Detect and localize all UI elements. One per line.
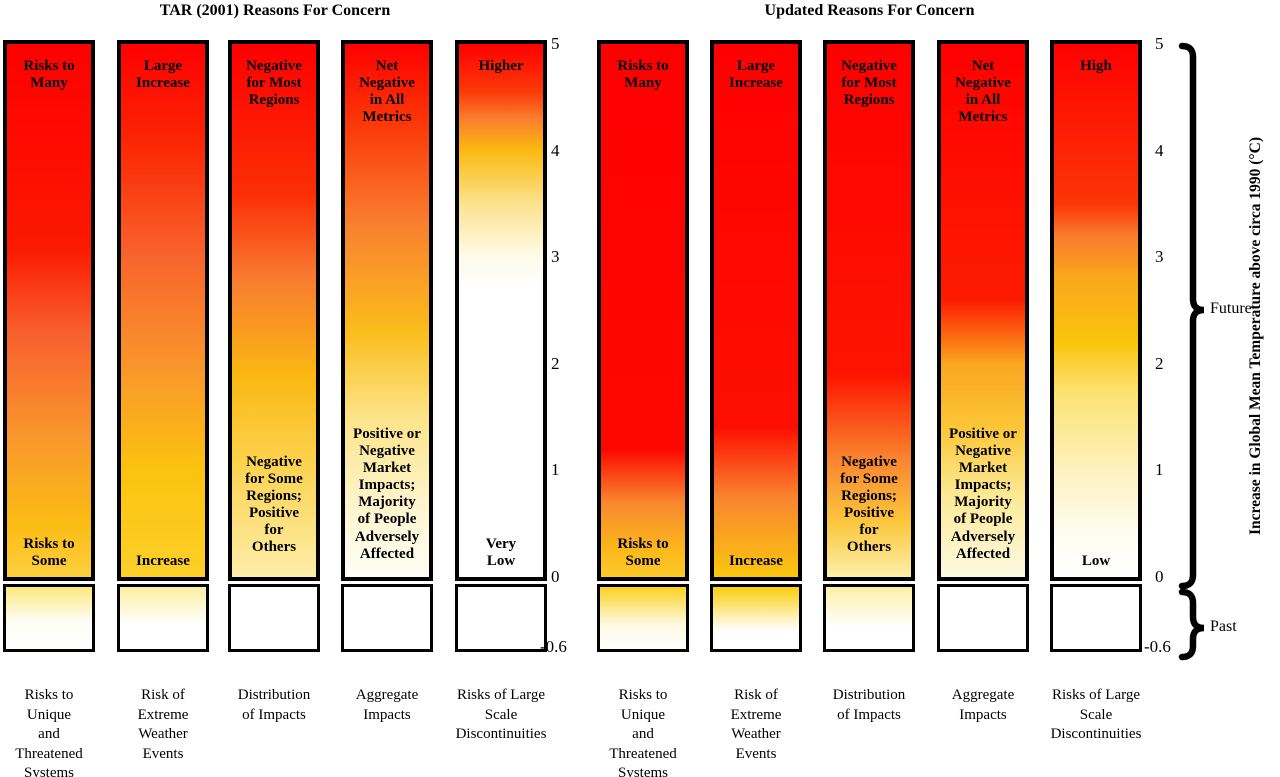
ember-bar: Net Negative in All Metrics Positive or N… xyxy=(937,40,1029,581)
past-box xyxy=(455,584,547,652)
bar-second-label: Positive or Negative Market Impacts; Maj… xyxy=(949,426,1017,562)
future-annotation: Future xyxy=(1210,300,1252,317)
ember-bar: Negative for Most Regions Negative for So… xyxy=(823,40,915,581)
panel-title: Updated Reasons For Concern xyxy=(764,2,975,19)
column-label: Risks of Large Scale Discontinuities xyxy=(1050,687,1142,742)
bar-top-label: Large Increase xyxy=(729,58,783,92)
past-box xyxy=(1050,584,1142,652)
bar-top-label: Risks to Many xyxy=(617,58,669,92)
y-axis-tick: 3 xyxy=(551,247,560,267)
past-box xyxy=(597,584,689,652)
past-box xyxy=(710,584,802,652)
past-box xyxy=(823,584,915,652)
y-axis-tick: 5 xyxy=(551,34,560,53)
past-brace xyxy=(1178,588,1205,661)
bar-top-label: Risks to Many xyxy=(23,58,75,92)
y-axis-tick: 4 xyxy=(1155,140,1164,160)
bar-second-label: Increase xyxy=(729,552,783,569)
future-brace xyxy=(1178,42,1205,590)
ember-bar: Higher Very Low xyxy=(455,40,547,581)
bar-top-label: High xyxy=(1080,58,1112,74)
bar-top-label: Negative for Most Regions xyxy=(841,58,897,109)
column-label: Risks of Large Scale Discontinuities xyxy=(455,687,547,742)
bar-top-label: Large Increase xyxy=(136,58,190,92)
bar-top-label: Net Negative in All Metrics xyxy=(955,58,1011,126)
column-label: Distribution of Impacts xyxy=(237,687,311,723)
panel-title: TAR (2001) Reasons For Concern xyxy=(159,2,391,19)
column-label: Risk of Extreme Weather Events xyxy=(730,687,782,762)
past-box xyxy=(228,584,320,652)
past-box xyxy=(3,584,95,652)
y-axis-tick: 2 xyxy=(1155,353,1164,373)
column-label: Aggregate Impacts xyxy=(355,687,419,723)
column-label: Aggregate Impacts xyxy=(951,687,1015,723)
column-label: Risks to Unique and Threatened Systems xyxy=(15,687,83,777)
bar-second-label: Very Low xyxy=(485,535,517,569)
bar-second-label: Negative for Some Regions; Positive for … xyxy=(245,454,303,556)
column-label: Risks to Unique and Threatened Systems xyxy=(609,687,677,777)
future-past-braces xyxy=(1178,42,1205,661)
y-axis-tick: 1 xyxy=(551,460,560,480)
bar-second-label: Risks to Some xyxy=(23,535,75,569)
column-label: Risk of Extreme Weather Events xyxy=(137,687,189,762)
bar-top-label: Net Negative in All Metrics xyxy=(359,58,415,126)
y-axis-tick: 0 xyxy=(1155,567,1164,586)
y-axis-tick: -0.6 xyxy=(540,637,567,656)
bar-second-label: Positive or Negative Market Impacts; Maj… xyxy=(353,426,421,562)
y-axis-tick: 0 xyxy=(551,567,560,586)
past-annotation: Past xyxy=(1210,618,1237,635)
ember-bar: Net Negative in All Metrics Positive or N… xyxy=(341,40,433,581)
ember-bar: Risks to Many Risks to Some xyxy=(597,40,689,581)
ember-bar: High Low xyxy=(1050,40,1142,581)
past-box xyxy=(341,584,433,652)
ember-bar: Large Increase Increase xyxy=(710,40,802,581)
column-label: Distribution of Impacts xyxy=(832,687,906,723)
y-axis-tick: 2 xyxy=(551,353,560,373)
y-axis-tick: -0.6 xyxy=(1144,637,1171,656)
y-axis-tick: 1 xyxy=(1155,460,1164,480)
bar-second-label: Negative for Some Regions; Positive for … xyxy=(840,454,898,556)
y-axis-tick: 3 xyxy=(1155,247,1164,267)
y-axis-tick: 4 xyxy=(551,140,560,160)
past-box xyxy=(117,584,209,652)
bar-second-label: Increase xyxy=(136,552,190,569)
y-axis-tick: 5 xyxy=(1155,34,1164,53)
bar-top-label: Negative for Most Regions xyxy=(246,58,302,109)
bar-top-label: Higher xyxy=(478,58,524,74)
ember-bar: Large Increase Increase xyxy=(117,40,209,581)
ember-bar: Negative for Most Regions Negative for So… xyxy=(228,40,320,581)
bar-second-label: Risks to Some xyxy=(617,535,669,569)
ember-bar: Risks to Many Risks to Some xyxy=(3,40,95,581)
bar-second-label: Low xyxy=(1081,552,1111,569)
past-box xyxy=(937,584,1029,652)
